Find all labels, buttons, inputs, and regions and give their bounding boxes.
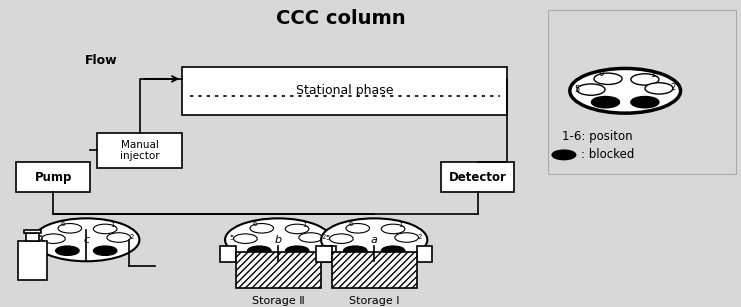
Circle shape	[552, 150, 576, 160]
Circle shape	[233, 234, 257, 243]
Text: Detector: Detector	[448, 171, 507, 184]
Text: 1: 1	[399, 222, 403, 227]
Circle shape	[591, 96, 619, 108]
Bar	[321, 247, 336, 262]
Circle shape	[41, 234, 65, 243]
Circle shape	[346, 223, 370, 233]
Circle shape	[330, 234, 353, 243]
Text: 6: 6	[599, 69, 604, 79]
Circle shape	[645, 83, 673, 94]
Text: 6: 6	[253, 221, 257, 227]
Circle shape	[570, 68, 680, 113]
Bar	[26, 233, 39, 241]
Text: : blocked: : blocked	[581, 148, 634, 161]
Bar	[16, 162, 90, 192]
Text: 1: 1	[110, 222, 115, 227]
Circle shape	[631, 74, 659, 85]
Circle shape	[56, 246, 79, 255]
Circle shape	[225, 218, 331, 261]
Bar	[548, 10, 736, 174]
Circle shape	[577, 84, 605, 95]
Text: 5: 5	[230, 235, 234, 241]
Circle shape	[382, 246, 405, 255]
Text: Storage Ⅱ: Storage Ⅱ	[252, 296, 305, 306]
Circle shape	[382, 224, 405, 234]
Circle shape	[58, 223, 82, 233]
Bar	[182, 67, 507, 115]
Bar	[236, 252, 321, 288]
Circle shape	[395, 233, 419, 242]
Bar	[316, 247, 332, 262]
Text: a: a	[370, 235, 378, 245]
Text: Flow: Flow	[84, 55, 117, 68]
Text: Manual
injector: Manual injector	[120, 140, 159, 161]
Circle shape	[285, 224, 309, 234]
Text: 5: 5	[574, 85, 579, 94]
Text: Storage I: Storage I	[349, 296, 399, 306]
Text: 6: 6	[349, 221, 353, 227]
Text: c: c	[83, 235, 90, 245]
Circle shape	[299, 233, 322, 242]
Circle shape	[285, 246, 309, 255]
Bar	[441, 162, 514, 192]
Text: b: b	[275, 235, 282, 245]
Circle shape	[247, 246, 271, 255]
Text: 2: 2	[130, 234, 134, 239]
Circle shape	[107, 233, 130, 242]
Text: 5: 5	[38, 235, 42, 241]
Text: Stational phase: Stational phase	[296, 84, 393, 97]
Bar	[221, 247, 236, 262]
Circle shape	[631, 96, 659, 108]
Bar	[332, 252, 416, 288]
Circle shape	[250, 223, 273, 233]
Text: 6: 6	[61, 221, 65, 227]
Bar	[97, 133, 182, 168]
Text: 2: 2	[417, 234, 422, 239]
Circle shape	[344, 246, 367, 255]
Text: 2: 2	[670, 83, 675, 92]
Bar	[18, 241, 47, 280]
Text: 5: 5	[326, 235, 330, 241]
Bar	[416, 247, 432, 262]
Text: CCC column: CCC column	[276, 9, 406, 28]
Circle shape	[321, 218, 428, 261]
Text: 1: 1	[302, 222, 307, 227]
Circle shape	[594, 73, 622, 84]
Circle shape	[93, 224, 117, 234]
Text: 1: 1	[650, 70, 656, 80]
Text: Pump: Pump	[34, 171, 72, 184]
Text: 2: 2	[322, 234, 326, 239]
Circle shape	[33, 218, 139, 261]
Circle shape	[93, 246, 117, 255]
Bar	[24, 230, 41, 233]
Text: 1-6: positon: 1-6: positon	[562, 130, 633, 143]
